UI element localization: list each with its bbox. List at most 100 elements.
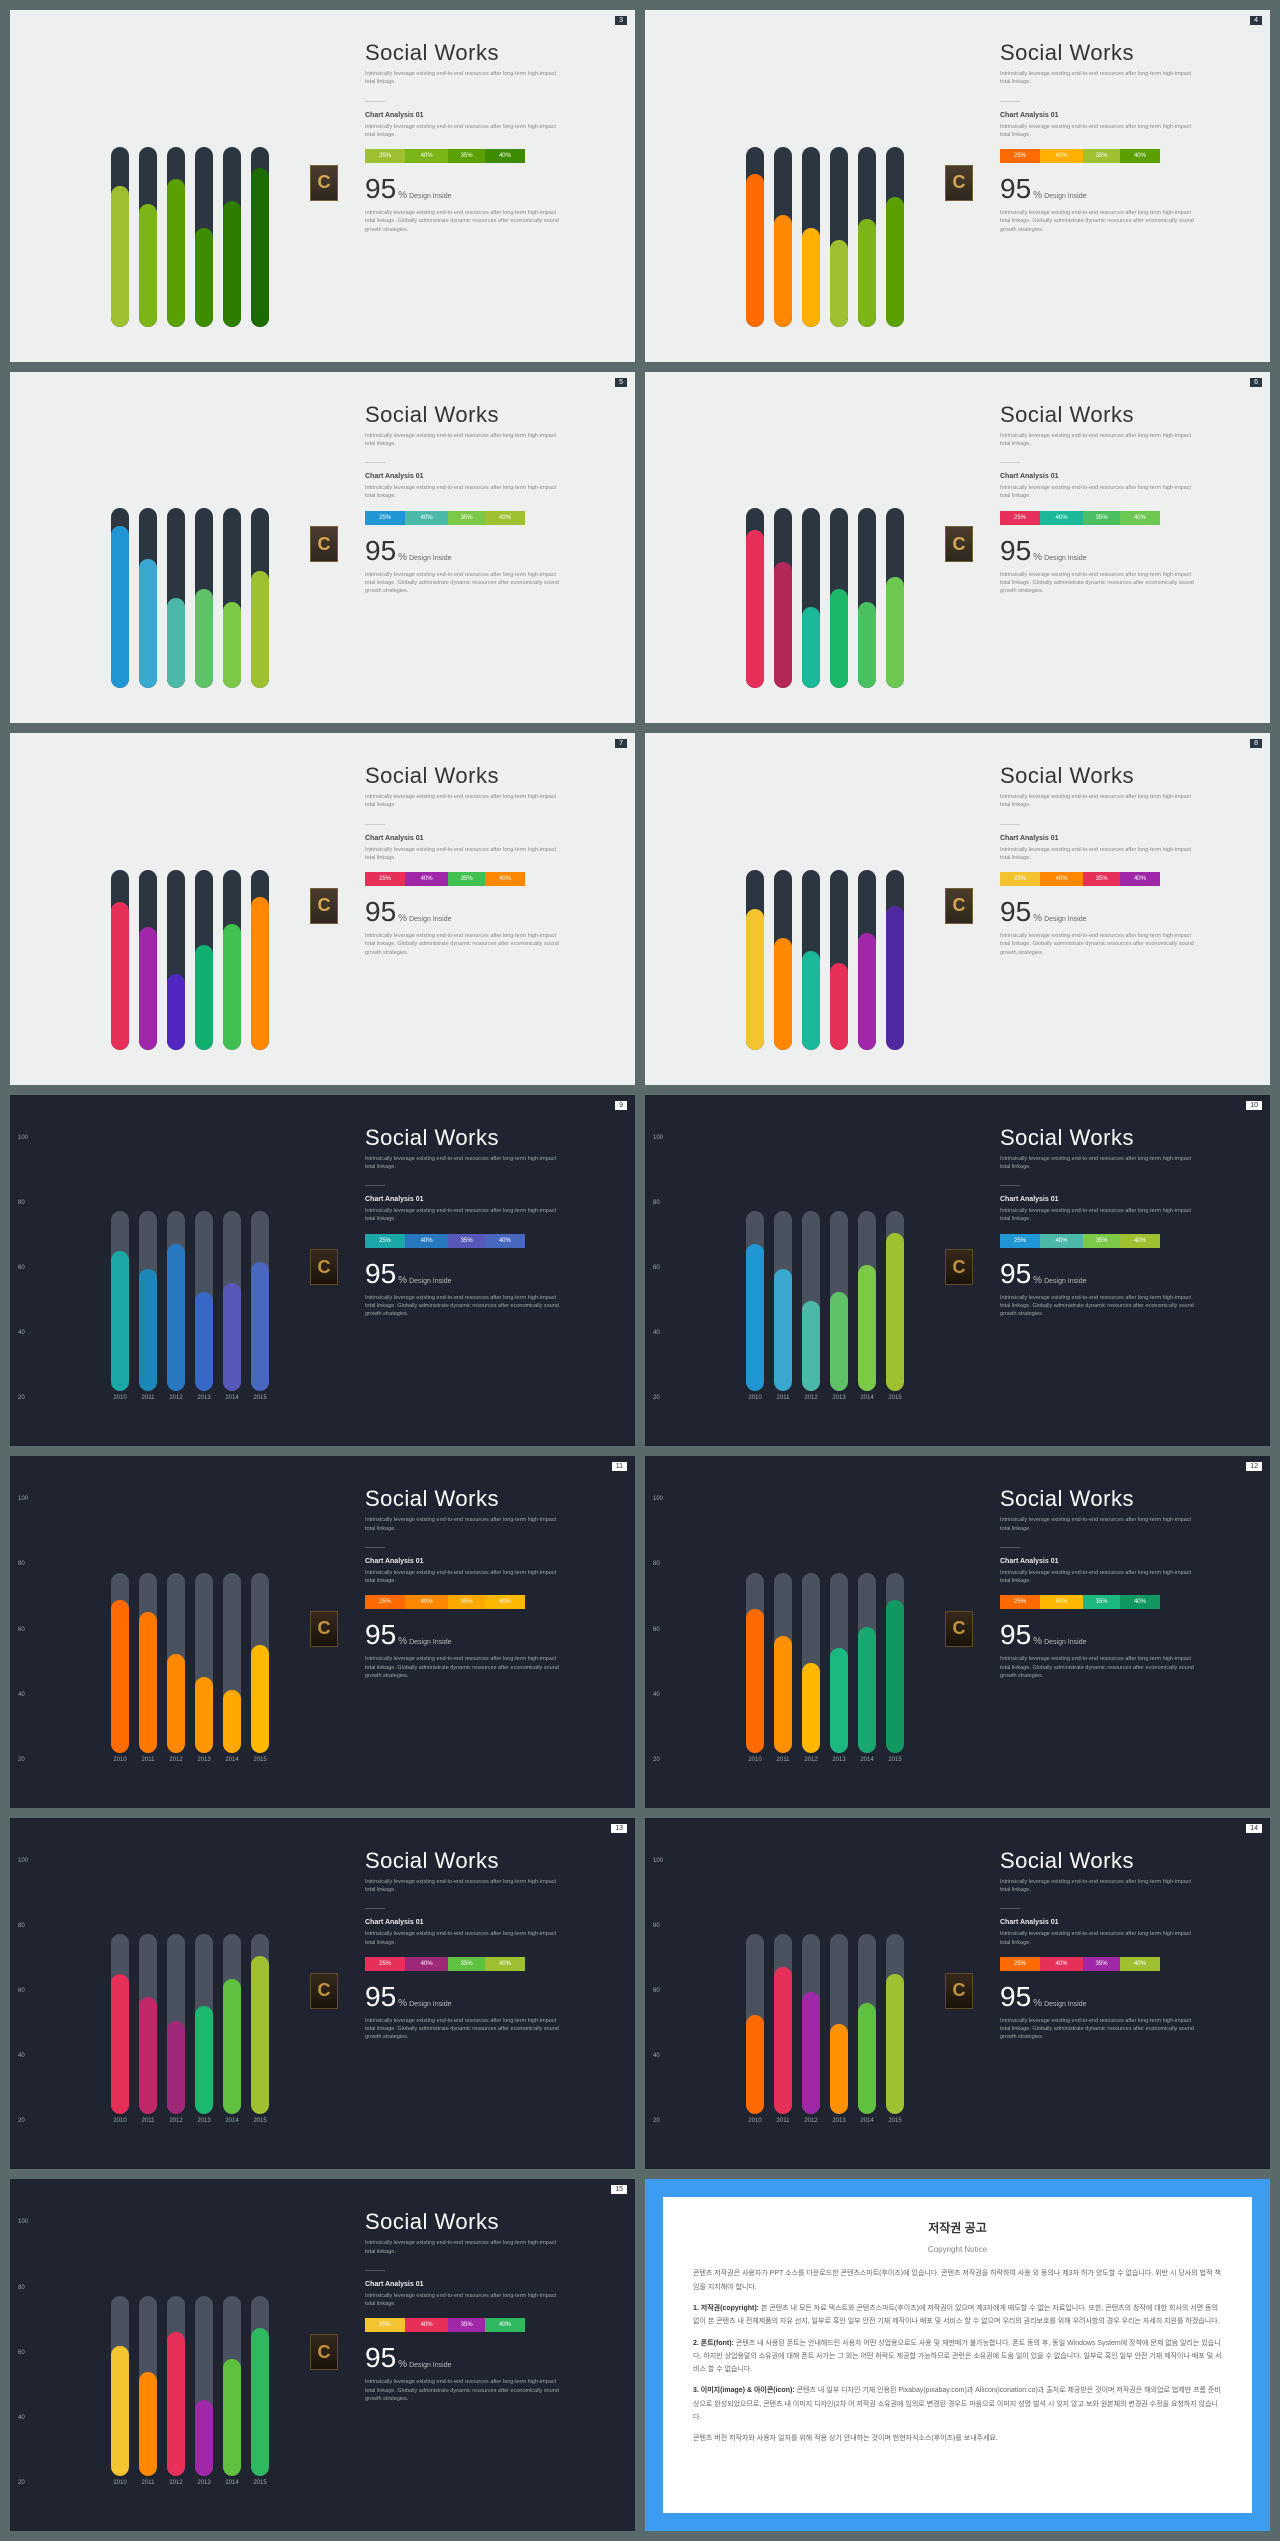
bar-fill [830, 240, 848, 326]
watermark-icon: C [310, 888, 338, 924]
bar-fill [111, 2346, 129, 2476]
y-tick: 100 [653, 1496, 663, 1502]
y-tick: 20 [653, 1395, 663, 1401]
bar-track [830, 147, 848, 327]
mini-segment: 25% [365, 1234, 405, 1248]
x-tick: 2015 [888, 1757, 901, 1763]
bar-track [886, 1211, 904, 1391]
bar-fill [251, 897, 269, 1050]
mini-segment: 35% [448, 511, 485, 525]
x-tick: 2015 [253, 2118, 266, 2124]
bar-column: 2012 [167, 1573, 185, 1763]
bar-chart: 10080604020201020112012201320142015 [10, 2179, 360, 2531]
y-tick: 80 [653, 1923, 663, 1929]
mini-segment: 25% [1000, 1234, 1040, 1248]
bar-fill [251, 1645, 269, 1753]
slide: 1410080604020201020112012201320142015Soc… [645, 1818, 1270, 2170]
copyright-para: 3. 이미지(image) & 아이콘(icon): 콘텐츠 내 일부 디자인 … [693, 2384, 1222, 2424]
watermark-icon: C [945, 1249, 973, 1285]
bar-column [223, 508, 241, 688]
footer-body: Intrinsically leverage existing end-to-e… [1000, 1294, 1200, 1319]
bar-track [802, 870, 820, 1050]
slide: 8Social WorksIntrinsically leverage exis… [645, 733, 1270, 1085]
bar-fill [195, 228, 213, 327]
divider [365, 1185, 385, 1186]
bar-fill [139, 204, 157, 326]
bar-column: 2014 [858, 1934, 876, 2124]
mini-segment: 25% [365, 149, 405, 163]
bar-track [746, 1573, 764, 1753]
mini-segment: 40% [485, 149, 525, 163]
mini-segment: 40% [405, 149, 448, 163]
divider [1000, 462, 1020, 463]
section-body: Intrinsically leverage existing end-to-e… [365, 846, 565, 863]
bar-column: 2014 [223, 1211, 241, 1401]
y-tick: 20 [18, 2118, 28, 2124]
bar-column: 2013 [830, 1573, 848, 1763]
bar-column: 2014 [223, 2296, 241, 2486]
y-tick: 80 [653, 1200, 663, 1206]
watermark-icon: C [945, 1611, 973, 1647]
slide-title: Social Works [365, 1848, 610, 1874]
bar-column [223, 147, 241, 327]
slide-title: Social Works [365, 1486, 610, 1512]
divider [1000, 101, 1020, 102]
bar-track [858, 508, 876, 688]
bar-column [886, 870, 904, 1050]
x-tick: 2010 [748, 1395, 761, 1401]
bar-track [223, 508, 241, 688]
footer-body: Intrinsically leverage existing end-to-e… [1000, 209, 1200, 234]
bar-track [167, 1573, 185, 1753]
bar-fill [746, 1609, 764, 1753]
bar-column: 2015 [886, 1573, 904, 1763]
bar-fill [802, 1992, 820, 2114]
bar-track [223, 147, 241, 327]
copyright-slide: 저작권 공고Copyright Notice콘텐츠 저작권은 사용자가 PPT … [645, 2179, 1270, 2531]
text-panel: Social WorksIntrinsically leverage exist… [995, 10, 1270, 362]
stat-number: 95 [365, 896, 396, 928]
section-heading: Chart Analysis 01 [365, 1919, 610, 1926]
percent-icon: % [1033, 1636, 1042, 1647]
mini-segment: 35% [1083, 149, 1120, 163]
bar-column [139, 508, 157, 688]
page-number: 9 [615, 1101, 627, 1110]
mini-segment: 35% [448, 872, 485, 886]
stat-row: 95%Design Inside [1000, 535, 1245, 567]
bar-fill [858, 1627, 876, 1753]
bar-column: 2012 [167, 1934, 185, 2124]
bar-fill [195, 2400, 213, 2476]
x-tick: 2014 [860, 1757, 873, 1763]
slide-subtitle: Intrinsically leverage existing end-to-e… [365, 432, 565, 449]
bar-track [139, 1934, 157, 2114]
watermark-icon: C [310, 526, 338, 562]
divider [365, 824, 385, 825]
bar-column [886, 147, 904, 327]
y-tick: 60 [653, 1627, 663, 1633]
bar-track [139, 1573, 157, 1753]
divider [365, 1908, 385, 1909]
bar-column [223, 870, 241, 1050]
bar-column: 2012 [167, 2296, 185, 2486]
y-axis: 10080604020 [653, 1858, 663, 2125]
bar-track [195, 1211, 213, 1391]
bar-track [223, 1211, 241, 1391]
bar-fill [251, 571, 269, 688]
bar-column [802, 508, 820, 688]
bar-fill [858, 219, 876, 327]
section-heading: Chart Analysis 01 [1000, 1919, 1245, 1926]
bar-track [251, 1934, 269, 2114]
bar-column [802, 147, 820, 327]
bar-chart [645, 733, 995, 1085]
y-tick: 100 [18, 1135, 28, 1141]
bar-fill [774, 215, 792, 327]
mini-segment: 25% [365, 511, 405, 525]
page-number: 5 [615, 378, 627, 387]
x-tick: 2014 [225, 1757, 238, 1763]
mini-segment: 35% [1083, 511, 1120, 525]
bar-track [830, 508, 848, 688]
slide-subtitle: Intrinsically leverage existing end-to-e… [365, 1878, 565, 1895]
x-tick: 2013 [832, 1757, 845, 1763]
mini-segment: 25% [365, 1957, 405, 1971]
stat-row: 95%Design Inside [365, 173, 610, 205]
bar-track [139, 870, 157, 1050]
